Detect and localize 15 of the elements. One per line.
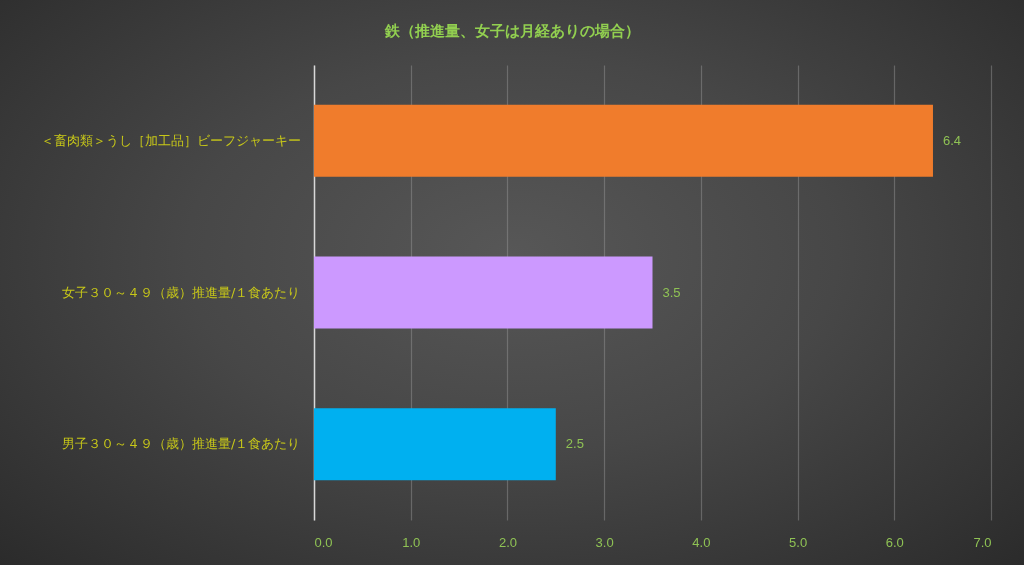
x-tick-label: 4.0 (692, 534, 711, 550)
x-tick-label: 1.0 (402, 534, 421, 550)
x-tick-label: 6.0 (885, 534, 904, 550)
data-label: 6.4 (942, 132, 962, 148)
x-tick-label: 5.0 (789, 534, 808, 550)
chart-title: 鉄（推進量、女子は月経ありの場合） (384, 22, 640, 40)
y-tick-label: 女子３０～４９（歳）推進量/１食あたり (62, 284, 301, 300)
x-tick-label: 0.0 (314, 534, 333, 550)
y-tick-label: ＜畜肉類＞うし［加工品］ビーフジャーキー (40, 132, 301, 148)
data-label: 2.5 (565, 436, 584, 452)
x-tick-label: 3.0 (595, 534, 614, 550)
x-tick-label: 2.0 (498, 534, 517, 550)
x-tick-label: 7.0 (973, 534, 992, 550)
data-label: 3.5 (662, 284, 681, 300)
y-tick-label: 男子３０～４９（歳）推進量/１食あたり (62, 436, 301, 452)
